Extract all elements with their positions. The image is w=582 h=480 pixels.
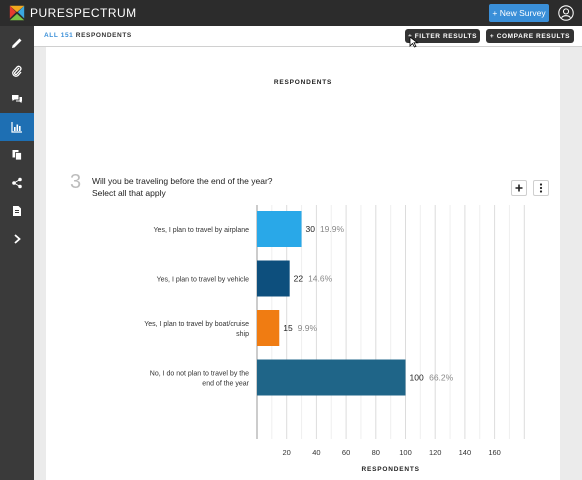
plus-icon — [515, 184, 523, 192]
category-label: ship — [236, 331, 249, 338]
brand-logo[interactable]: PURESPECTRUM — [8, 4, 137, 22]
document-icon — [13, 206, 21, 216]
respondents-all-count: ALL 151 — [44, 32, 74, 39]
chat-icon — [12, 95, 22, 103]
vertical-dots-icon — [539, 183, 543, 193]
mouse-cursor-icon — [409, 36, 419, 48]
more-options-button[interactable] — [533, 180, 549, 196]
bar-chart: 30 19.9% Yes, I plan to travel by airplane… — [144, 205, 525, 473]
category-label: No, I do not plan to travel by the — [150, 371, 249, 378]
purespectrum-logo-icon — [9, 5, 25, 21]
copy-icon — [12, 150, 22, 161]
category-label: Yes, I plan to travel by boat/cruise — [144, 321, 249, 328]
sidebar-item-results[interactable] — [0, 113, 34, 141]
chart-icon — [11, 122, 22, 133]
scroll-gutter — [560, 47, 582, 480]
x-tick-label: 100 — [399, 448, 412, 457]
main-content: ALL 151 RESPONDENTS + FILTER RESULTS + C… — [34, 26, 582, 480]
sidebar-item-share[interactable] — [0, 169, 34, 197]
x-tick-label: 60 — [342, 448, 350, 457]
x-tick-label: 20 — [283, 448, 291, 457]
x-tick-label: 80 — [372, 448, 380, 457]
chevron-right-icon — [14, 234, 21, 244]
bar — [257, 211, 302, 247]
sidebar-item-report[interactable] — [0, 197, 34, 225]
sidebar-item-comments[interactable] — [0, 85, 34, 113]
x-axis-title: RESPONDENTS — [362, 466, 420, 473]
category-label: Yes, I plan to travel by airplane — [154, 227, 250, 234]
respondents-count[interactable]: ALL 151 RESPONDENTS — [44, 32, 132, 39]
percent-label: 19.9% — [320, 224, 345, 234]
question-title: Will you be traveling before the end of … — [92, 176, 273, 186]
add-button[interactable] — [511, 180, 527, 196]
paperclip-icon — [12, 65, 22, 77]
bar — [257, 260, 290, 297]
x-tick-label: 140 — [459, 448, 472, 457]
sidebar-item-duplicate[interactable] — [0, 141, 34, 169]
x-tick-label: 120 — [429, 448, 442, 457]
category-label: end of the year — [202, 381, 249, 388]
x-tick-label: 40 — [312, 448, 320, 457]
compare-results-button[interactable]: + COMPARE RESULTS — [486, 29, 574, 43]
bar — [257, 359, 406, 396]
results-toolbar: ALL 151 RESPONDENTS + FILTER RESULTS + C… — [34, 26, 582, 47]
question-number: 3 — [70, 171, 82, 193]
user-avatar-icon[interactable] — [558, 5, 574, 21]
data-label: 100 — [410, 373, 424, 383]
top-bar: PURESPECTRUM + New Survey — [0, 0, 582, 26]
question-card: RESPONDENTS 3 Will you be traveling befo… — [46, 47, 560, 480]
sidebar-item-attachments[interactable] — [0, 57, 34, 85]
question-text: Will you be traveling before the end of … — [92, 175, 273, 199]
filter-results-button[interactable]: + FILTER RESULTS — [405, 29, 480, 43]
category-label: Yes, I plan to travel by vehicle — [157, 277, 249, 284]
percent-label: 66.2% — [429, 373, 454, 383]
question-instruction: Select all that apply — [92, 188, 166, 198]
data-label: 15 — [283, 323, 293, 333]
new-survey-button[interactable]: + New Survey — [489, 4, 549, 22]
data-label: 22 — [294, 274, 304, 284]
sidebar-item-edit[interactable] — [0, 29, 34, 57]
percent-label: 14.6% — [308, 274, 333, 284]
respondents-label: RESPONDENTS — [75, 32, 132, 39]
bar — [257, 310, 280, 346]
pencil-icon — [12, 38, 22, 48]
brand-name: PURESPECTRUM — [30, 6, 137, 20]
percent-label: 9.9% — [298, 323, 318, 333]
share-icon — [12, 177, 22, 189]
left-sidebar — [0, 26, 34, 480]
x-tick-label: 160 — [488, 448, 501, 457]
sidebar-item-expand[interactable] — [0, 225, 34, 253]
data-label: 30 — [306, 224, 316, 234]
card-header: RESPONDENTS — [273, 79, 333, 86]
